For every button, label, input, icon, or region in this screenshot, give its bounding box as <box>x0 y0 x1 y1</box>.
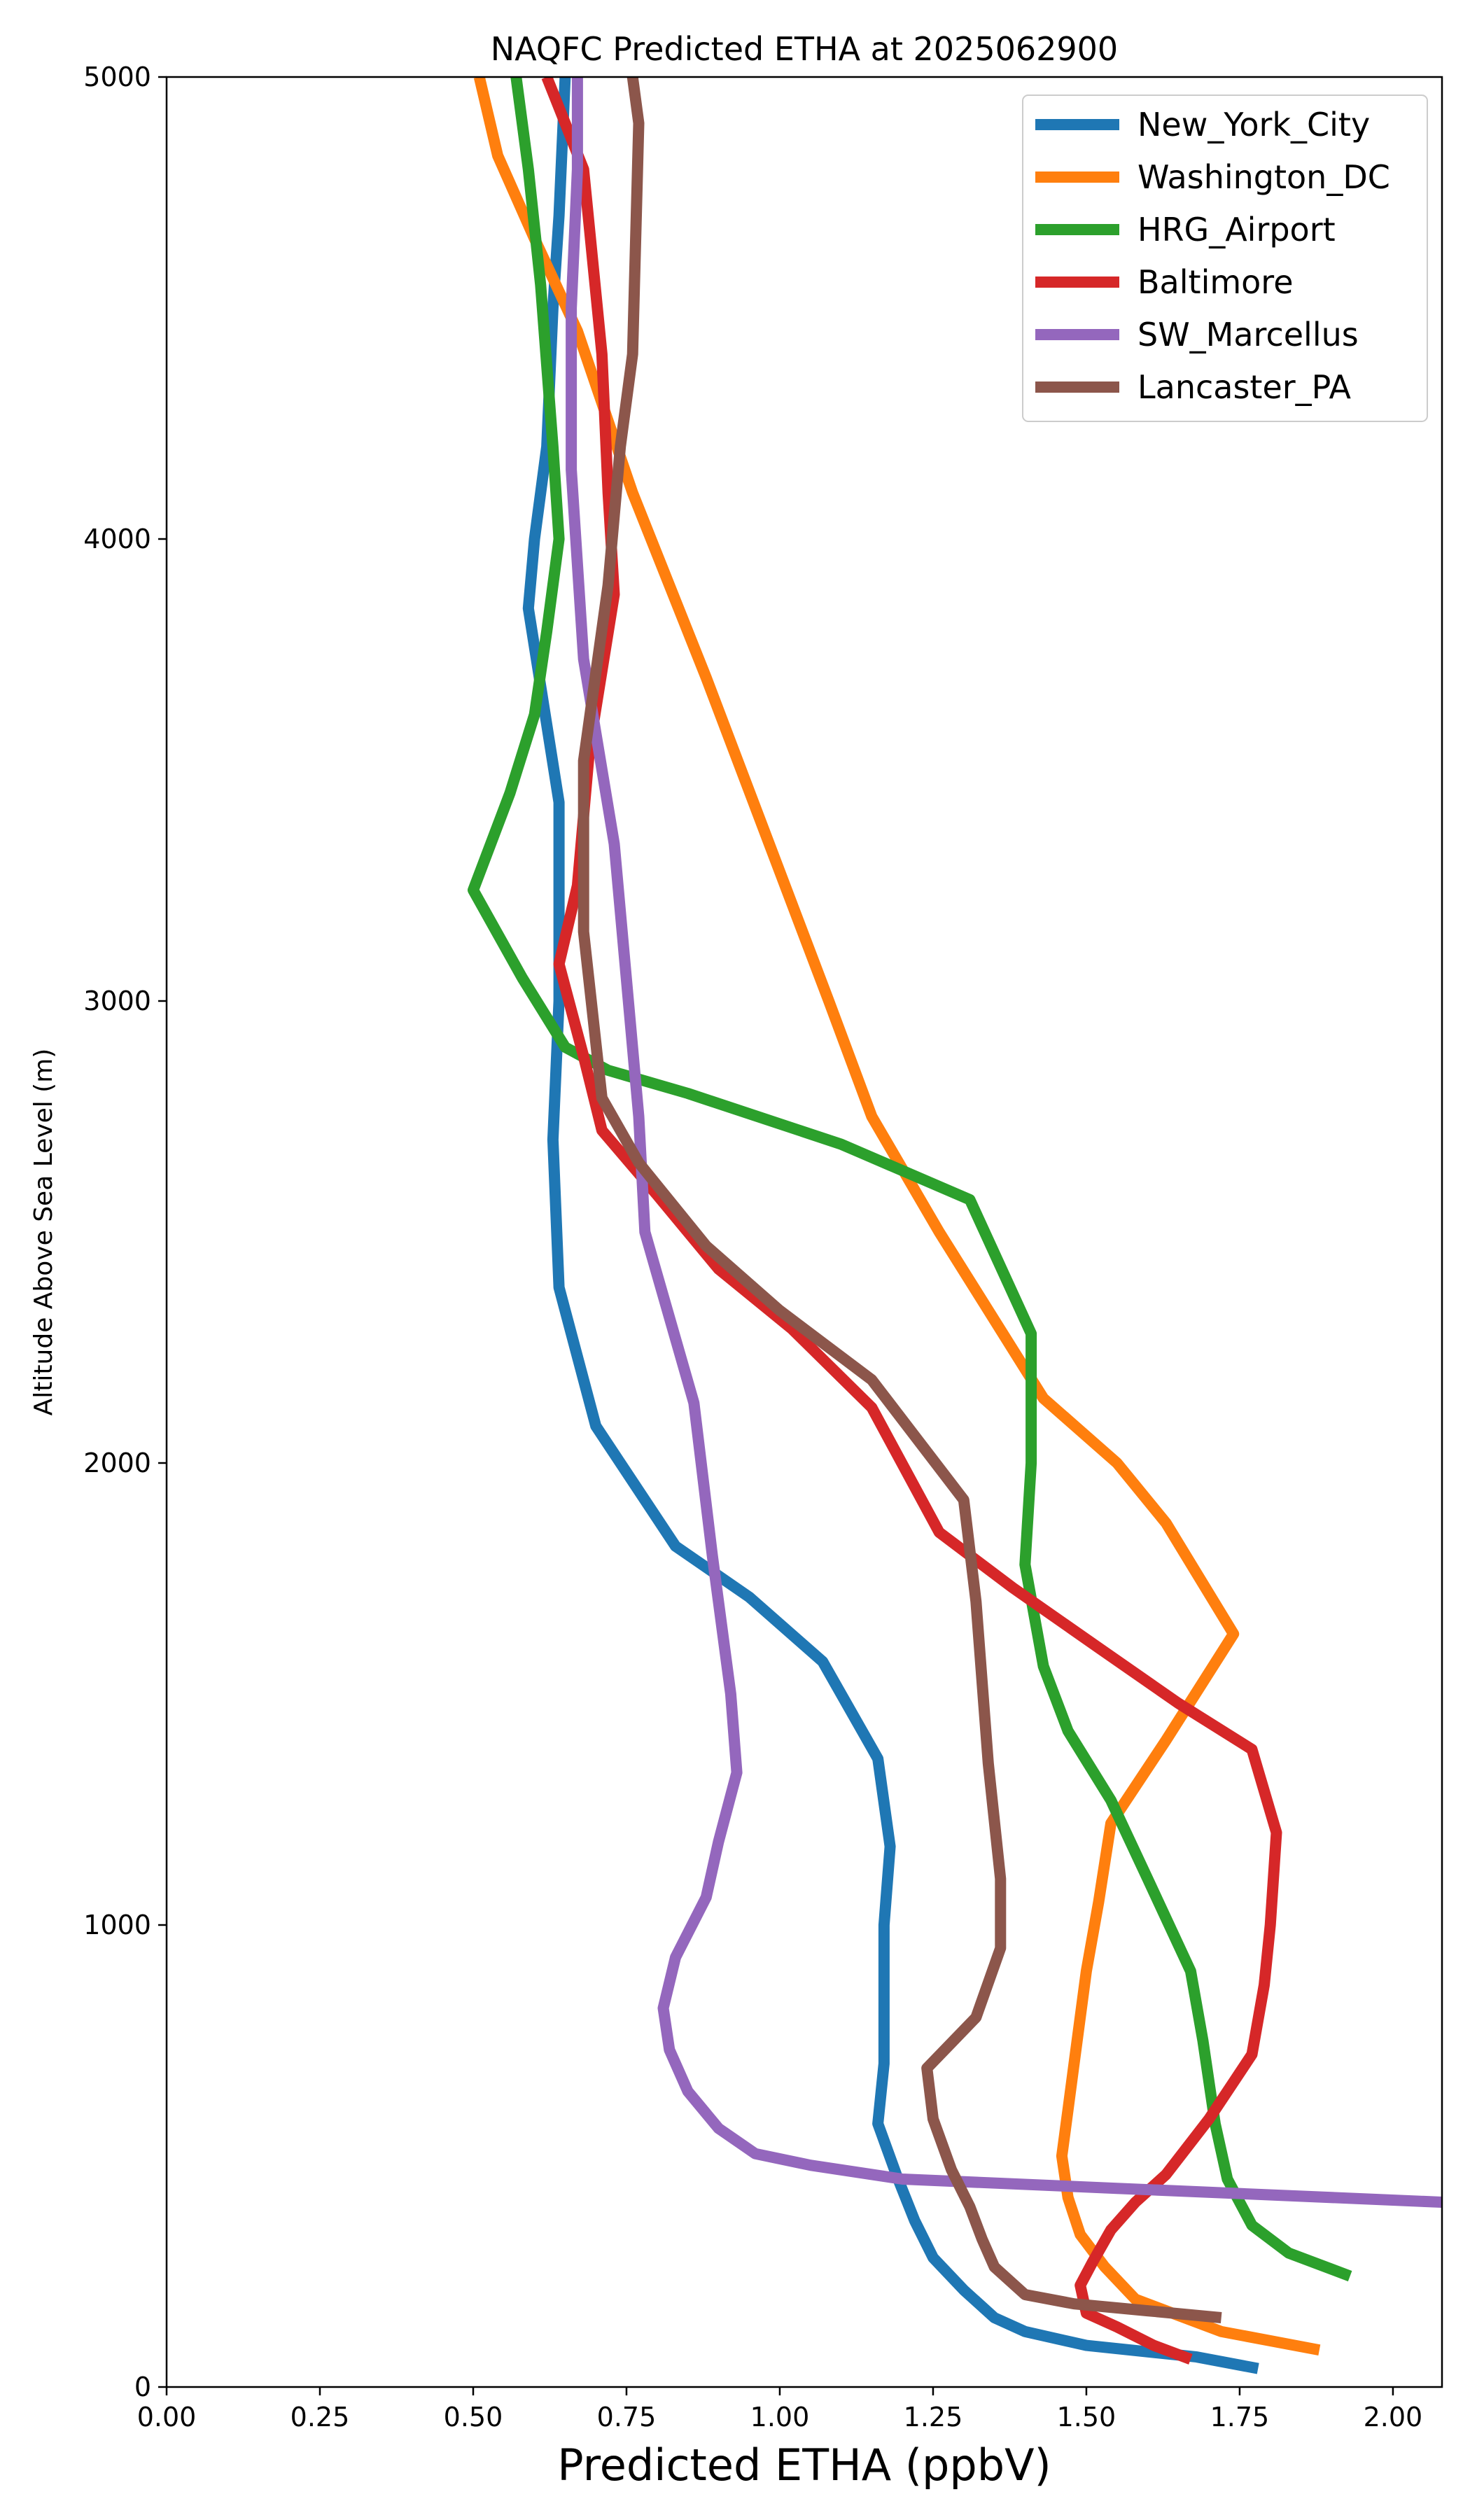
x-tick-label: 1.75 <box>1210 2402 1270 2432</box>
y-axis: 0 1000 2000 3000 4000 5000 <box>83 62 167 2402</box>
legend-label: New_York_City <box>1138 106 1370 144</box>
x-tick-label: 1.25 <box>904 2402 963 2432</box>
legend: New_York_City Washington_DC HRG_Airport Bal… <box>1022 94 1428 422</box>
y-tick-label: 5000 <box>83 62 151 92</box>
x-tick-label: 1.00 <box>750 2402 810 2432</box>
legend-label: Washington_DC <box>1138 158 1390 196</box>
y-tick-label: 2000 <box>83 1448 151 1478</box>
x-tick-label: 0.50 <box>444 2402 503 2432</box>
x-tick-label: 2.00 <box>1364 2402 1423 2432</box>
series-line-lancaster-pa <box>578 77 1222 2323</box>
legend-box <box>1022 94 1428 422</box>
x-tick-label: 0.25 <box>290 2402 350 2432</box>
legend-label: HRG_Airport <box>1138 211 1336 248</box>
y-tick-label: 1000 <box>83 1910 151 1940</box>
x-axis-label: Predicted ETHA (ppbV) <box>557 2440 1051 2491</box>
y-tick-label: 4000 <box>83 524 151 554</box>
legend-label: SW_Marcellus <box>1138 316 1359 354</box>
series-line-sw-marcellus <box>566 77 1442 2208</box>
x-tick-label: 0.00 <box>137 2402 197 2432</box>
y-tick-label: 3000 <box>83 986 151 1016</box>
y-tick-label: 0 <box>134 2372 151 2402</box>
y-axis-label: Altitude Above Sea Level (m) <box>29 1049 58 1416</box>
x-axis: 0.00 0.25 0.50 0.75 1.00 1.25 1.50 1.75 2.00 <box>137 2387 1423 2432</box>
legend-label: Baltimore <box>1138 263 1294 301</box>
x-tick-label: 0.75 <box>597 2402 657 2432</box>
legend-label: Lancaster_PA <box>1138 368 1351 406</box>
series-line-new-york-city <box>522 77 1259 2374</box>
x-tick-label: 1.50 <box>1057 2402 1116 2432</box>
series-line-washington-dc <box>473 77 1321 2356</box>
series-line-hrg-airport <box>468 77 1352 2282</box>
series-layer <box>468 77 1442 2374</box>
plot-frame <box>165 76 1443 2388</box>
chart-title: NAQFC Predicted ETHA at 2025062900 <box>491 30 1118 68</box>
